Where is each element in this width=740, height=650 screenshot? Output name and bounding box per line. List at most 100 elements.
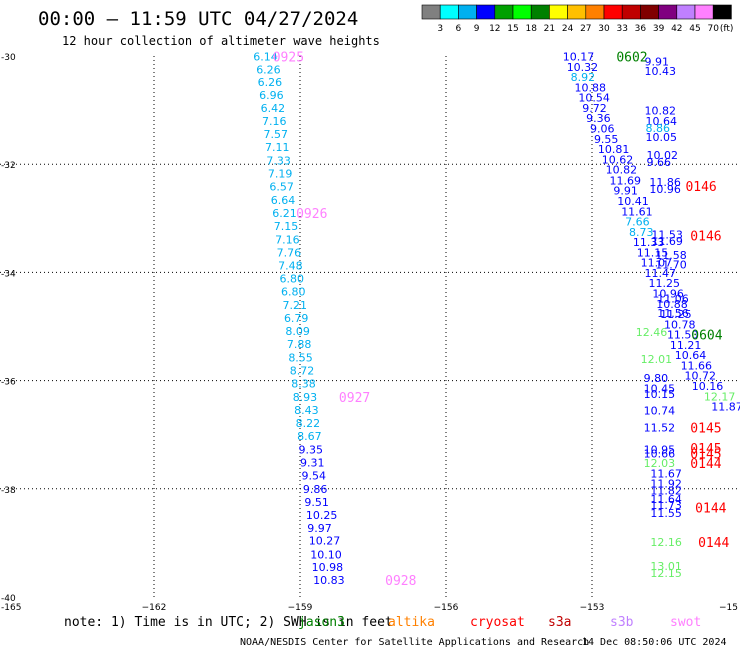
- wave-height-value: 11.07: [641, 257, 673, 270]
- satellite-legend-item: cryosat: [470, 615, 525, 630]
- wave-height-value: 9.06: [590, 122, 615, 135]
- colorbar-tick-label: 24: [562, 24, 574, 34]
- wave-height-value: 10.15: [644, 388, 676, 401]
- wave-height-value: 10.32: [567, 61, 599, 74]
- colorbar-tick-label: 27: [580, 24, 591, 34]
- wave-height-value: 10.78: [664, 318, 696, 331]
- wave-height-value: 12.15: [650, 567, 682, 580]
- colorbar-swatch: [585, 4, 605, 20]
- colorbar-swatch: [567, 4, 587, 20]
- chart-title: 00:00 – 11:59 UTC 04/27/2024: [38, 8, 358, 30]
- wave-height-value: 11.06: [657, 292, 689, 305]
- x-tick-label: -165: [1, 603, 21, 613]
- y-tick-label: -38: [1, 486, 16, 496]
- colorbar-swatch: [549, 4, 568, 20]
- wave-height-value: 11.56: [657, 307, 689, 320]
- wave-height-value: 10.27: [309, 535, 341, 548]
- wave-height-value: 9.91: [645, 55, 670, 68]
- wave-height-value: 8.09: [285, 325, 310, 338]
- wave-height-value: 9.72: [582, 102, 607, 115]
- wave-height-value: 10.16: [692, 380, 724, 393]
- y-tick-label: -30: [1, 53, 16, 63]
- wave-height-value: 11.87: [711, 401, 740, 414]
- pass-time-label: 0604: [691, 329, 722, 344]
- x-tick-label: −15: [719, 603, 738, 613]
- colorbar-swatch: [621, 4, 641, 20]
- wave-height-value: 6.26: [256, 64, 281, 77]
- wave-height-value: 11.58: [655, 249, 687, 262]
- colorbar-tick-label: 12: [489, 24, 500, 34]
- data-points: 6.146.266.266.966.427.167.577.117.337.19…: [253, 51, 740, 588]
- satellite-legend-item: swot: [670, 615, 701, 630]
- wave-height-value: 9.97: [307, 522, 332, 535]
- wave-height-value: 9.36: [586, 112, 611, 125]
- colorbar-tick-label: 36: [635, 24, 647, 34]
- wave-height-value: 10.82: [606, 164, 638, 177]
- wave-height-value: 10.17: [563, 51, 595, 64]
- pass-time-label: 0146: [690, 230, 721, 245]
- wave-height-value: 6.21: [272, 207, 297, 220]
- wave-height-value: 6.64: [271, 194, 296, 207]
- wave-height-value: 10.10: [310, 548, 342, 561]
- colorbar-tick-label: 30: [598, 24, 610, 34]
- pass-time-label: 0144: [698, 536, 729, 551]
- pass-time-label: 0146: [685, 180, 716, 195]
- wave-height-value: 9.54: [301, 469, 326, 482]
- wave-height-value: 6.57: [269, 180, 294, 193]
- wave-height-value: 11.55: [650, 507, 682, 520]
- wave-height-value: 7.88: [287, 338, 312, 351]
- wave-height-value: 10.88: [656, 298, 688, 311]
- colorbar-swatch: [476, 4, 496, 20]
- grid-lines: [0, 56, 740, 597]
- wave-height-value: 12.01: [641, 353, 673, 366]
- wave-height-value: 11.50: [667, 329, 699, 342]
- colorbar-legend: 3 6 9 12 15 18 21 24 27 30 33 36 39 42 45 70 (ft): [421, 4, 734, 34]
- wave-height-value: 9.86: [303, 483, 328, 496]
- colorbar-tick-label: 6: [456, 24, 462, 34]
- wave-height-value: 12.16: [650, 536, 682, 549]
- wave-height-value: 11.82: [650, 484, 682, 497]
- wave-height-value: 7.48: [278, 259, 303, 272]
- wave-height-value: 13.01: [650, 560, 682, 573]
- wave-height-value: 10.88: [574, 81, 606, 94]
- colorbar-swatch: [603, 4, 623, 20]
- wave-height-value: 10.54: [578, 92, 610, 105]
- wave-height-value: 11.70: [655, 258, 687, 271]
- wave-height-value: 7.19: [268, 167, 293, 180]
- wave-height-value: 10.43: [645, 65, 677, 78]
- wave-height-value: 10.62: [602, 153, 634, 166]
- wave-height-value: 6.80: [281, 285, 306, 298]
- footer-timestamp: 14 Dec 08:50:06 UTC 2024: [582, 637, 727, 648]
- colorbar-tick-label: 3: [437, 24, 443, 34]
- wave-height-value: 10.96: [649, 183, 681, 196]
- colorbar-swatch: [676, 4, 696, 20]
- wave-height-value: 11.69: [610, 174, 642, 187]
- wave-height-value: 6.79: [284, 312, 309, 325]
- wave-height-value: 11.64: [650, 493, 682, 506]
- wave-height-value: 7.16: [262, 115, 287, 128]
- colorbar-swatch: [658, 4, 678, 20]
- wave-height-value: 7.16: [275, 233, 300, 246]
- colorbar-tick-label: 15: [507, 24, 518, 34]
- wave-height-value: 8.22: [296, 417, 321, 430]
- wave-height-value: 11.47: [645, 267, 677, 280]
- wave-height-value: 7.66: [625, 216, 650, 229]
- colorbar-swatch: [421, 4, 441, 20]
- pass-time-label: 0927: [339, 391, 370, 406]
- satellite-legend-item: jason3: [298, 615, 345, 630]
- colorbar-unit: (ft): [720, 24, 734, 34]
- wave-height-value: 9.51: [304, 496, 329, 509]
- wave-height-value: 11.15: [637, 246, 669, 259]
- wave-height-value: 7.21: [282, 299, 307, 312]
- wave-height-value: 11.25: [660, 308, 692, 321]
- wave-height-value: 12.17: [704, 390, 736, 403]
- pass-time-label: 0928: [385, 574, 416, 589]
- wave-height-value: 10.95: [644, 443, 676, 456]
- chart-subtitle: 12 hour collection of altimeter wave hei…: [62, 34, 380, 48]
- satellite-legend: jason3 altika cryosat s3a s3b swot: [298, 615, 701, 630]
- wave-height-value: 12.46: [636, 326, 668, 339]
- wave-height-value: 7.11: [265, 141, 290, 154]
- wave-height-value: 10.02: [647, 149, 679, 162]
